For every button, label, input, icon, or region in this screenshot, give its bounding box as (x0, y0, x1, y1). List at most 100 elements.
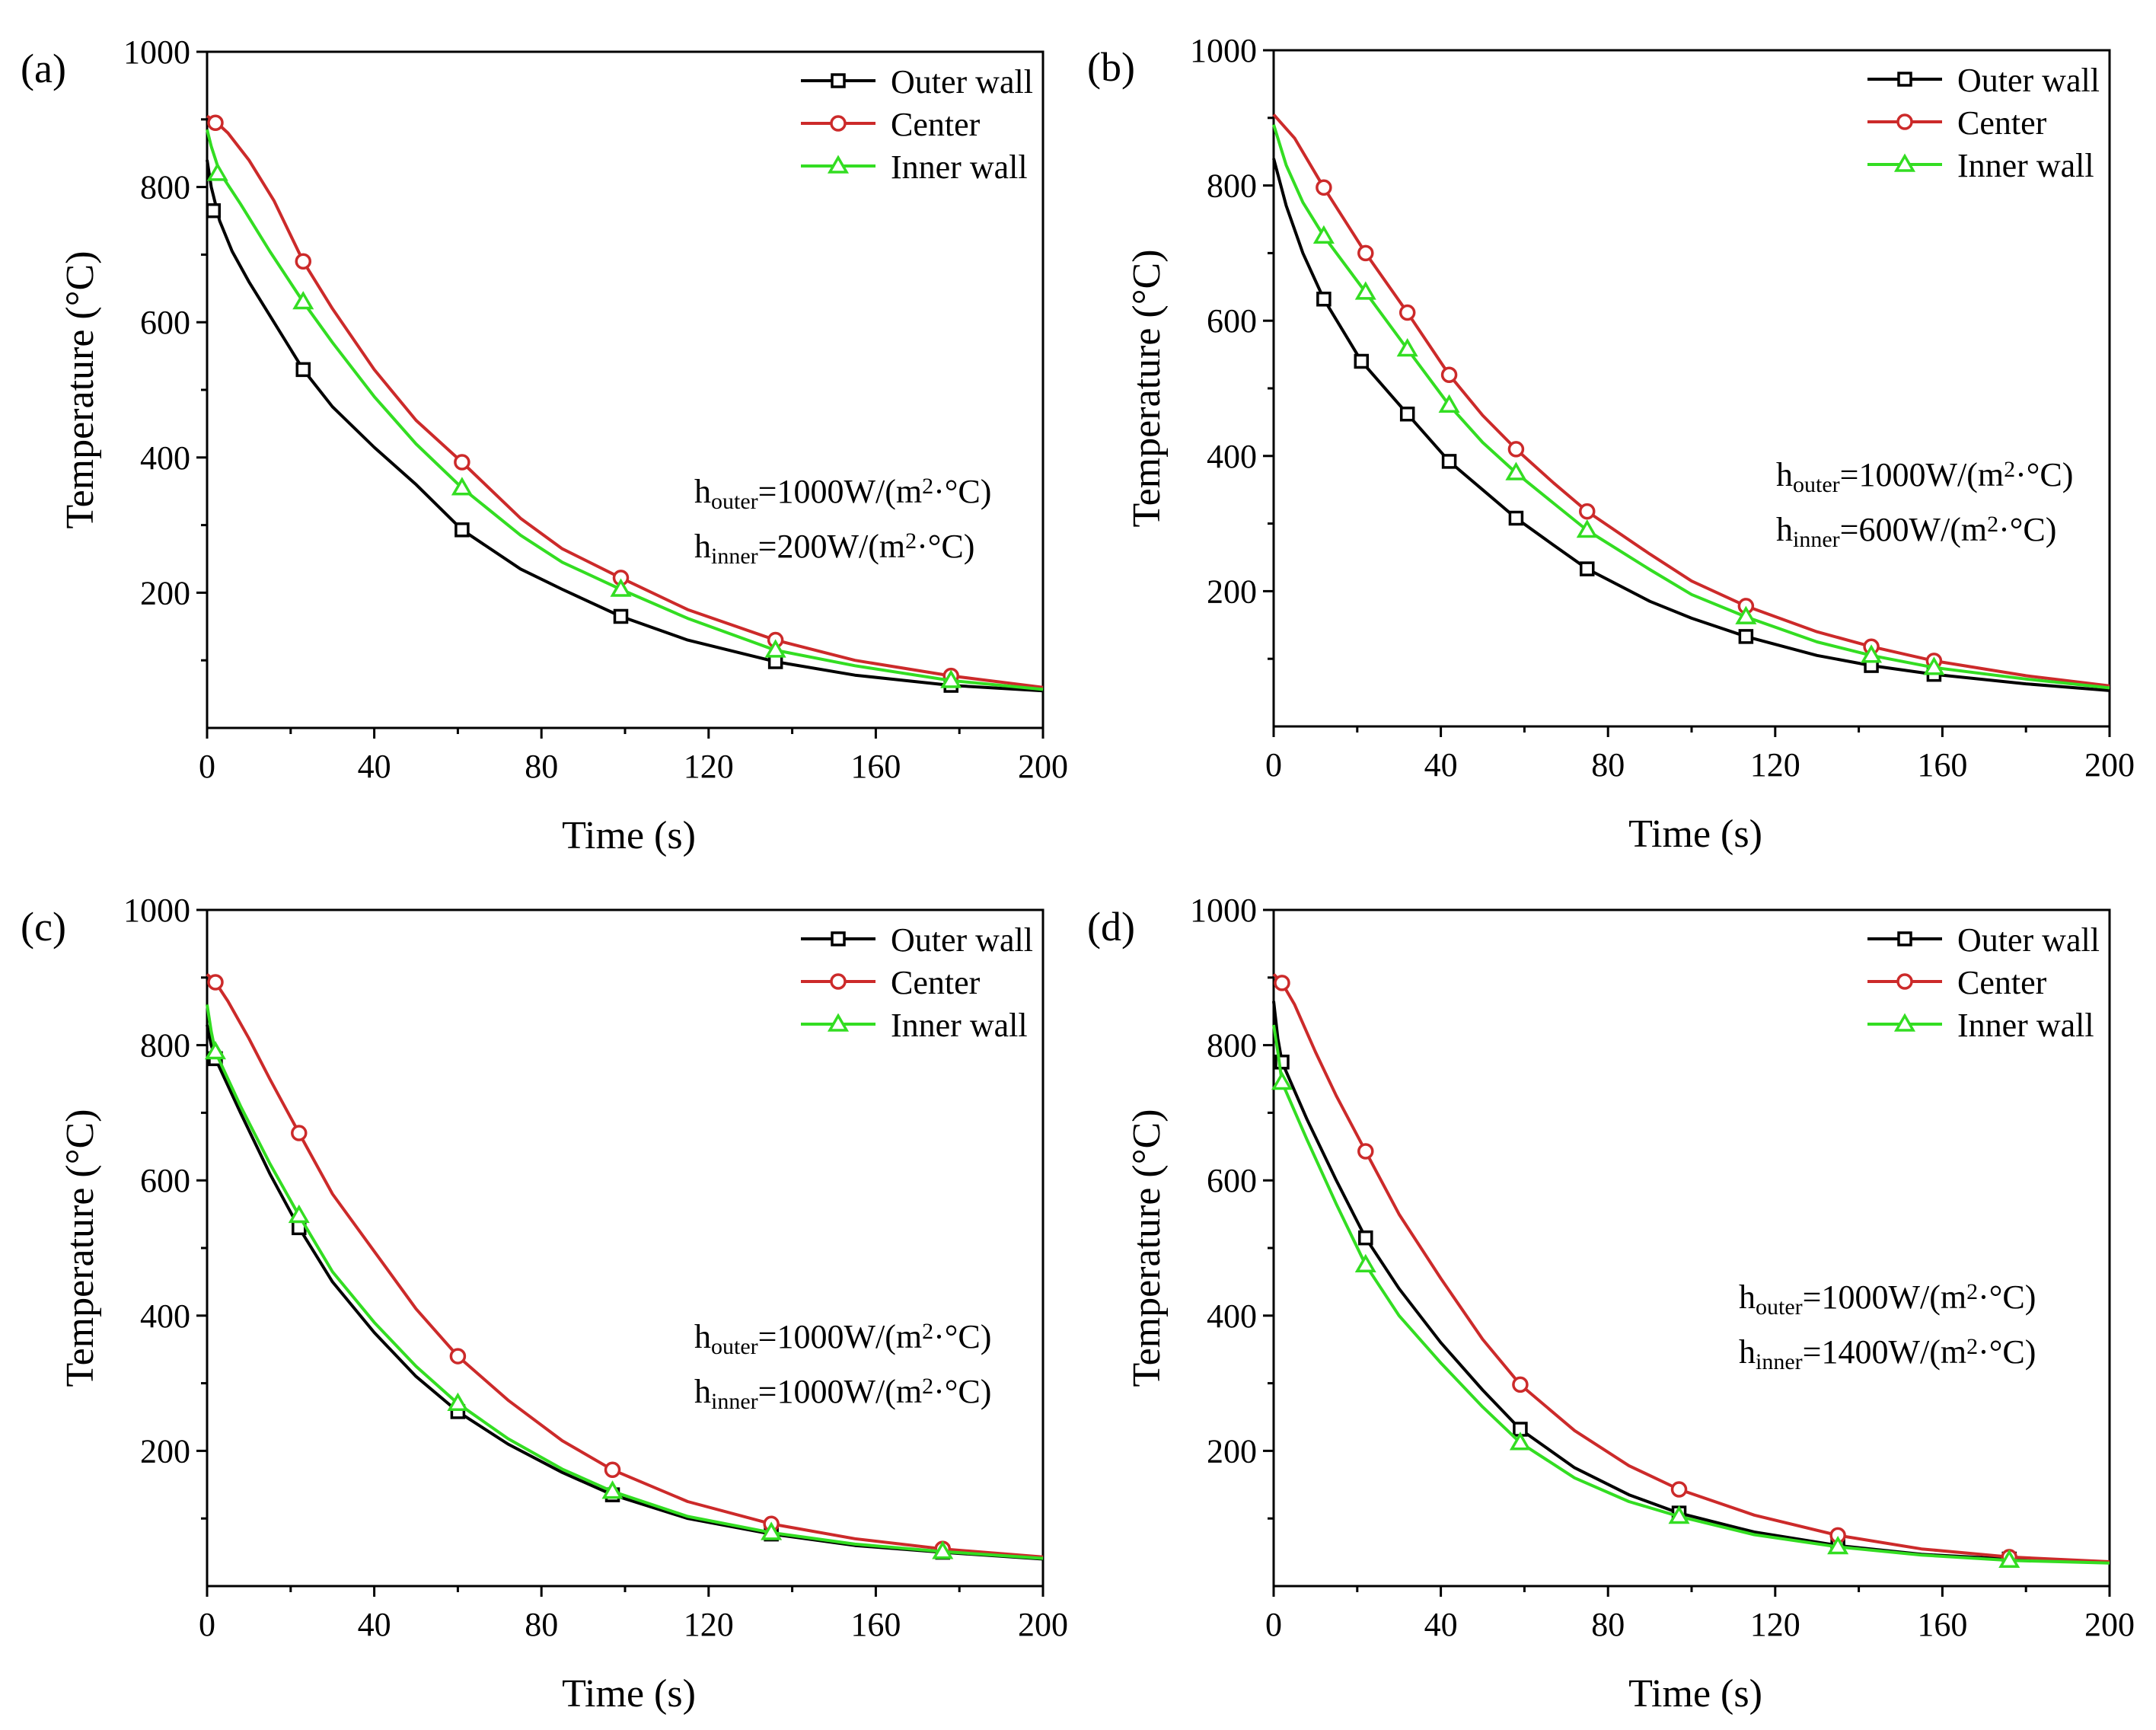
x-axis-label: Time (s) (562, 814, 696, 857)
annotation-part: h (694, 528, 711, 565)
triangle-marker (1509, 1432, 1531, 1451)
square-marker (1399, 406, 1415, 422)
annotation-part: 2 (922, 1319, 933, 1344)
triangle-marker (206, 162, 228, 181)
series-line (1272, 158, 2110, 692)
x-tick-label: 40 (1424, 1606, 1458, 1643)
x-tick-label: 40 (1424, 746, 1458, 784)
annotation-part: ·°C) (917, 528, 974, 565)
x-tick-label: 200 (2084, 746, 2135, 784)
circle-marker (830, 973, 847, 990)
legend-label: Center (1957, 104, 2047, 142)
series-center (1272, 973, 2110, 1566)
triangle-marker (932, 1540, 954, 1559)
panel-label: (a) (21, 46, 66, 91)
circle-marker (207, 974, 224, 991)
annotation-part: ·°C) (933, 1373, 991, 1410)
triangle-marker (1271, 1071, 1293, 1090)
circle-marker (604, 1461, 621, 1479)
triangle-marker (827, 1013, 850, 1032)
h-annotation: houter=1000W/(m2·°C) (694, 473, 991, 514)
h-annotation: houter=1000W/(m2·°C) (694, 1318, 991, 1359)
y-axis-label: Temperature (°C) (59, 251, 102, 528)
series-line (206, 972, 1044, 1559)
triangle-marker (1735, 605, 1757, 624)
annotation-part: inner (711, 1389, 758, 1414)
square-marker (454, 522, 470, 538)
legend-label: Center (891, 106, 981, 143)
series-line (206, 114, 1044, 689)
square-marker (1508, 510, 1524, 526)
chart-panel: 0 40 80 120 160 200 200 400 600 800 1000 Time (s) Te… (21, 34, 1068, 857)
x-axis-label: Time (s) (1628, 812, 1762, 856)
series-inner (1271, 1024, 2110, 1569)
x-tick-label: 40 (358, 1606, 391, 1643)
h-annotation: hinner=1400W/(m2·°C) (1739, 1333, 2036, 1374)
triangle-marker (447, 1392, 469, 1411)
annotation-part: =200W/(m (758, 528, 905, 565)
triangle-marker (1923, 656, 1945, 675)
series-line (1272, 113, 2110, 688)
y-tick-label: 800 (140, 1027, 190, 1064)
annotation-part: ·°C) (933, 1318, 991, 1355)
annotation-part: inner (1756, 1349, 1803, 1374)
annotation-part: h (1776, 511, 1793, 548)
series-outer (206, 159, 1044, 693)
annotation-part: 2 (2004, 457, 2015, 482)
triangle-marker (1827, 1536, 1849, 1555)
square-marker (1316, 292, 1332, 307)
x-tick-label: 120 (1750, 1606, 1800, 1643)
annotation-part: h (694, 1373, 711, 1410)
panel-label: (d) (1087, 904, 1135, 950)
series-inner (204, 1004, 1044, 1560)
x-tick-label: 160 (1917, 1606, 1967, 1643)
triangle-marker (451, 477, 473, 496)
series-line (1272, 1024, 2110, 1565)
annotation-part: =1000W/(m (758, 473, 922, 510)
annotation-part: 2 (1966, 1279, 1978, 1304)
x-tick-label: 80 (1591, 1606, 1625, 1643)
square-marker (1738, 629, 1754, 644)
panel-label: (c) (21, 904, 66, 950)
circle-marker (1512, 1376, 1529, 1393)
annotation-part: =1000W/(m (1840, 456, 2004, 493)
x-tick-label: 0 (199, 1606, 215, 1643)
annotation-part: outer (1793, 472, 1840, 497)
triangle-marker (1354, 281, 1376, 300)
y-tick-label: 1000 (1190, 32, 1257, 69)
triangle-marker (1998, 1549, 2020, 1569)
y-tick-label: 200 (1207, 1432, 1257, 1470)
series-line (1272, 973, 2110, 1563)
y-tick-label: 400 (140, 439, 190, 477)
legend-label: Center (1957, 964, 2047, 1001)
square-marker (1354, 353, 1370, 369)
y-tick-label: 800 (140, 169, 190, 206)
square-marker (1897, 931, 1912, 946)
triangle-marker (1893, 1013, 1916, 1032)
circle-marker (207, 114, 224, 131)
annotation-part: 2 (905, 528, 917, 554)
x-tick-label: 80 (1591, 746, 1625, 784)
annotation-part: 2 (1966, 1334, 1978, 1359)
circle-marker (1440, 366, 1458, 383)
annotation-part: =1000W/(m (758, 1318, 922, 1355)
annotation-part: outer (711, 1334, 758, 1359)
annotation-part: =1400W/(m (1803, 1333, 1966, 1371)
circle-marker (1670, 1481, 1688, 1498)
series-center (206, 114, 1044, 689)
circle-marker (1316, 179, 1332, 196)
annotation-part: =1000W/(m (758, 1373, 922, 1410)
legend-label: Inner wall (891, 148, 1028, 186)
annotation-part: 2 (1987, 512, 1998, 537)
chart-panel: 0 40 80 120 160 200 200 400 600 800 1000 Time (s) Te… (21, 892, 1068, 1716)
triangle-marker (288, 1204, 310, 1224)
triangle-marker (1438, 394, 1460, 413)
square-marker (1358, 1230, 1373, 1246)
h-annotation: houter=1000W/(m2·°C) (1739, 1278, 2036, 1320)
triangle-marker (940, 669, 962, 688)
triangle-marker (1576, 519, 1598, 538)
circle-marker (1507, 441, 1525, 458)
circle-marker (1896, 973, 1913, 990)
legend-label: Outer wall (891, 921, 1033, 959)
